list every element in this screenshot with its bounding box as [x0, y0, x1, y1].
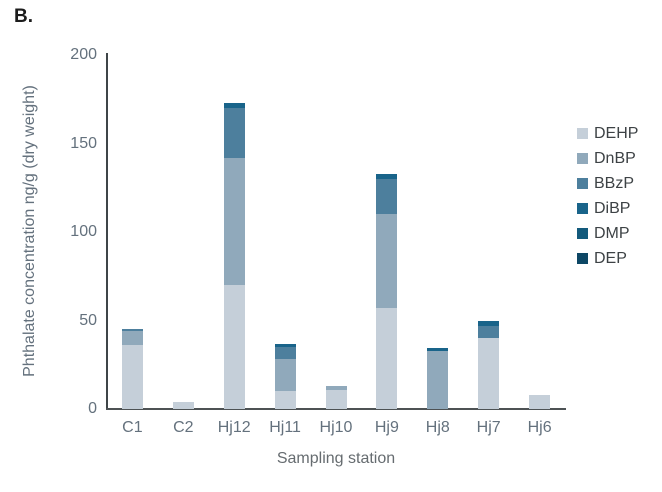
bar-segment-dibp-hj9 [376, 173, 398, 179]
bar-segment-dnbp-hj10 [325, 386, 347, 391]
y-tick-label: 0 [88, 400, 97, 417]
x-axis-line [106, 408, 566, 410]
legend-swatch-icon [577, 178, 588, 189]
bar-segment-dehp-hj6 [529, 394, 551, 409]
bar-segment-dehp-hj11 [274, 391, 296, 409]
legend-label: BBzP [594, 174, 635, 192]
bar-segment-bbzp-hj12 [223, 108, 245, 158]
bar-segment-dehp-hj9 [376, 308, 398, 409]
legend-label: DEP [594, 249, 627, 267]
x-category-label-hj10: Hj10 [319, 419, 353, 436]
y-tick-label: 50 [79, 311, 97, 329]
legend-item-dmp: DMP [577, 221, 638, 246]
legend-label: DMP [594, 224, 630, 242]
legend-item-bbzp: BBzP [577, 171, 638, 196]
x-category-label-c1: C1 [122, 419, 143, 436]
bar-segment-bbzp-hj11 [274, 347, 296, 360]
x-category-label-c2: C2 [173, 419, 194, 436]
x-axis-title: Sampling station [276, 450, 396, 467]
x-category-label-hj11: Hj11 [269, 419, 301, 436]
bar-segment-dnbp-c1 [121, 331, 143, 346]
bar-segment-dnbp-hj8 [427, 350, 449, 409]
legend-item-dnbp: DnBP [577, 146, 638, 171]
y-axis-title: Phthalate concentration ng/g (dry weight… [21, 85, 38, 377]
bar-segment-bbzp-c1 [121, 328, 143, 332]
bar-segment-bbzp-hj7 [478, 325, 500, 339]
bar-segment-dehp-hj7 [478, 338, 500, 409]
legend-item-dibp: DiBP [577, 196, 638, 221]
bar-segment-dibp-hj8 [427, 347, 449, 351]
legend-item-dehp: DEHP [577, 121, 638, 146]
y-axis-line [106, 53, 108, 410]
legend-swatch-icon [577, 203, 588, 214]
x-category-label-hj6: Hj6 [527, 419, 552, 436]
legend: DEHP DnBP BBzP DiBP DMP DEP [577, 121, 638, 271]
legend-label: DEHP [594, 124, 639, 142]
bar-segment-dehp-c2 [172, 401, 194, 409]
bar-segment-bbzp-hj9 [376, 178, 398, 215]
bar-segment-dehp-c1 [121, 345, 143, 409]
legend-swatch-icon [577, 153, 588, 164]
bar-segment-dnbp-hj9 [376, 214, 398, 309]
y-tick-label: 150 [70, 134, 97, 152]
bar-segment-dehp-hj12 [223, 285, 245, 409]
bar-segment-dnbp-hj11 [274, 359, 296, 392]
legend-swatch-icon [577, 128, 588, 139]
x-category-label-hj9: Hj9 [374, 419, 399, 436]
legend-label: DiBP [594, 199, 631, 217]
bar-segment-dibp-hj7 [478, 321, 500, 326]
x-category-label-hj12: Hj12 [217, 419, 251, 436]
bar-segment-dibp-hj11 [274, 344, 296, 348]
bar-segment-dnbp-hj12 [223, 157, 245, 286]
x-category-label-hj8: Hj8 [425, 419, 450, 436]
x-category-label-hj7: Hj7 [476, 419, 501, 436]
bar-segment-dehp-hj10 [325, 390, 347, 409]
panel-label: B. [14, 6, 33, 27]
bar-segment-dibp-hj12 [223, 102, 245, 109]
legend-label: DnBP [594, 149, 636, 167]
y-tick-label: 100 [70, 223, 97, 240]
y-tick-label: 200 [70, 46, 97, 63]
legend-item-dep: DEP [577, 246, 638, 271]
legend-swatch-icon [577, 228, 588, 239]
legend-swatch-icon [577, 253, 588, 264]
